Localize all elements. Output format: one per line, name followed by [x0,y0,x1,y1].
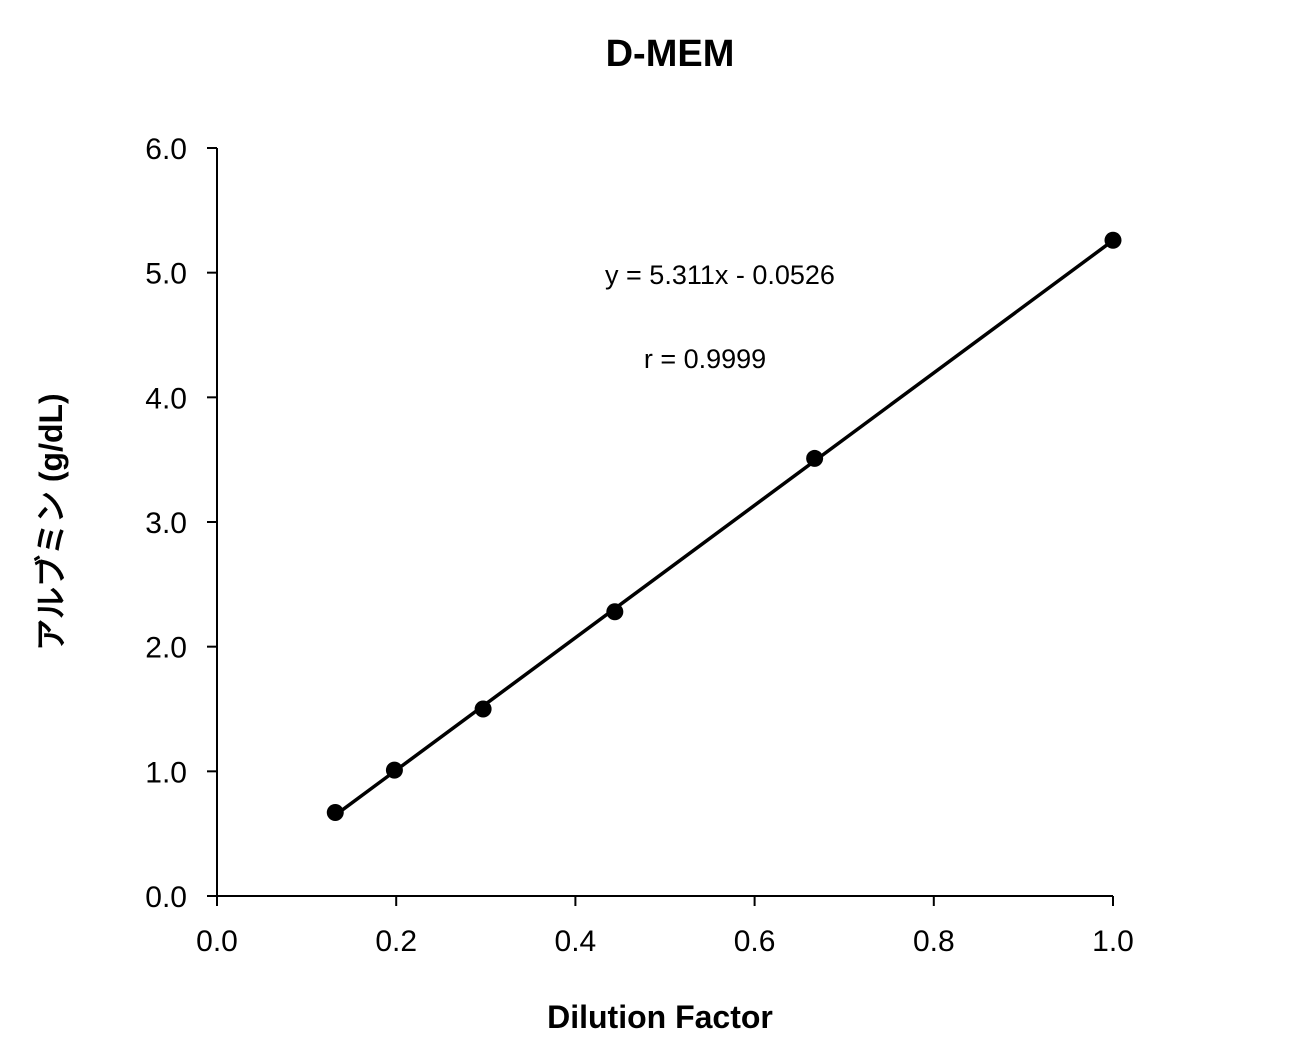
y-axis-label: アルブミン (g/dL) [33,393,69,650]
data-point [326,803,344,821]
data-point [385,761,403,779]
y-tick-label: 0.0 [145,881,187,914]
data-point [806,449,824,467]
x-tick-label: 1.0 [1092,925,1134,958]
x-tick-label: 0.0 [196,925,238,958]
y-tick-label: 2.0 [145,632,187,665]
x-axis-ticks: 0.0 0.2 0.4 0.6 0.8 1.0 [196,896,1134,958]
y-tick-label: 3.0 [145,507,187,540]
x-tick-label: 0.8 [913,925,955,958]
data-point [1104,231,1122,249]
data-point [606,603,624,621]
y-tick-label: 4.0 [145,382,187,415]
y-tick-label: 1.0 [145,756,187,789]
r-value-annotation: r = 0.9999 [644,344,766,374]
x-tick-label: 0.2 [375,925,417,958]
equation-annotation: y = 5.311x - 0.0526 [605,260,835,290]
trendline [334,239,1115,817]
chart-title: D-MEM [606,33,735,75]
y-tick-label: 5.0 [145,258,187,291]
y-tick-label: 6.0 [145,133,187,166]
x-tick-label: 0.4 [555,925,597,958]
x-tick-label: 0.6 [734,925,776,958]
y-axis-ticks: 0.0 1.0 2.0 3.0 4.0 5.0 6.0 [145,133,217,914]
data-point [474,700,492,718]
x-axis-label: Dilution Factor [547,999,773,1035]
data-points [326,231,1122,821]
